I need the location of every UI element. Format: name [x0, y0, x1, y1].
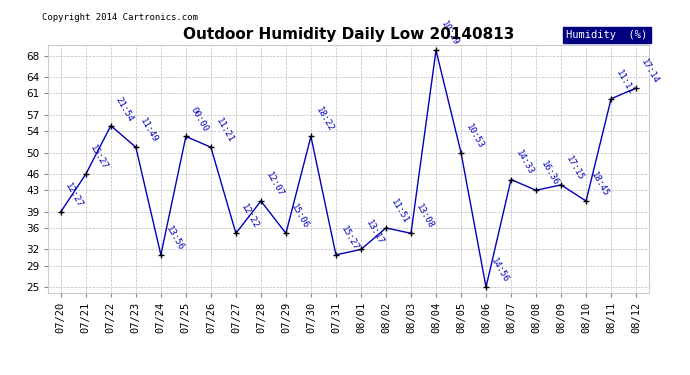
Text: 15:27: 15:27 — [339, 224, 360, 252]
Text: 11:11: 11:11 — [614, 68, 635, 96]
Text: 11:21: 11:21 — [214, 117, 235, 144]
Text: 16:36: 16:36 — [539, 160, 560, 188]
Text: 15:06: 15:06 — [288, 203, 310, 231]
Text: 17:15: 17:15 — [564, 154, 585, 182]
Text: 12:07: 12:07 — [264, 171, 285, 198]
Text: 10:53: 10:53 — [464, 122, 485, 150]
Text: 12:27: 12:27 — [63, 181, 85, 209]
Text: 11:49: 11:49 — [139, 117, 160, 144]
Text: Humidity  (%): Humidity (%) — [566, 30, 647, 40]
Text: 18:45: 18:45 — [589, 171, 610, 198]
Text: 14:56: 14:56 — [489, 256, 510, 284]
Text: Copyright 2014 Cartronics.com: Copyright 2014 Cartronics.com — [42, 13, 198, 22]
Text: 13:17: 13:17 — [364, 219, 385, 247]
Text: 15:27: 15:27 — [88, 144, 110, 171]
Text: 12:22: 12:22 — [239, 203, 260, 231]
Text: 11:51: 11:51 — [388, 197, 410, 225]
Text: 13:08: 13:08 — [414, 203, 435, 231]
Text: 14:33: 14:33 — [514, 149, 535, 177]
Title: Outdoor Humidity Daily Low 20140813: Outdoor Humidity Daily Low 20140813 — [183, 27, 514, 42]
Text: 17:14: 17:14 — [639, 57, 660, 85]
Text: 10:29: 10:29 — [439, 20, 460, 48]
Text: 21:54: 21:54 — [114, 95, 135, 123]
Text: 18:22: 18:22 — [314, 106, 335, 134]
Text: 13:56: 13:56 — [164, 224, 185, 252]
Text: 00:00: 00:00 — [188, 106, 210, 134]
